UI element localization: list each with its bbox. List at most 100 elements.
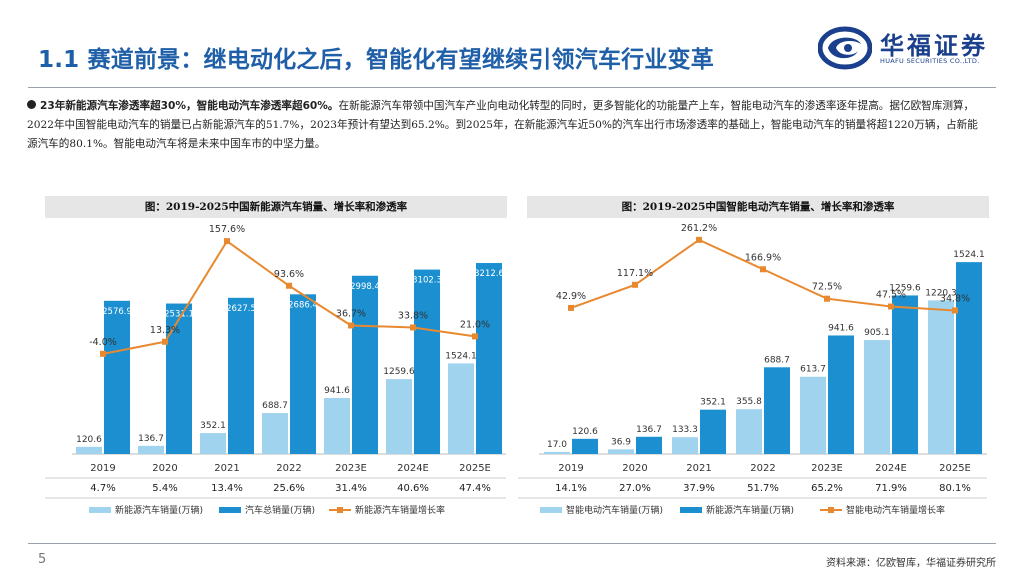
chart2-label-s2-2021: 352.1 [700, 398, 726, 408]
chart2-category-2023E: 2023E [811, 463, 843, 474]
chart1-category-2025E: 2025E [459, 463, 491, 474]
chart1-growth-label-2022: 93.6% [274, 269, 304, 280]
chart2-label-s1-2020: 36.9 [611, 437, 631, 447]
chart1-label-s2-2023E: 2998.4 [350, 282, 380, 292]
logo-english-name: HUAFU SECURITIES CO.,LTD. [880, 57, 980, 65]
chart1-growth-marker-2022 [286, 282, 292, 289]
chart1-category-2023E: 2023E [335, 463, 367, 474]
logo-name: 华福证券 [880, 32, 988, 60]
chart2-category-2021: 2021 [686, 463, 711, 474]
chart2-label-s1-2025E: 1220.3 [925, 288, 957, 298]
chart1-penetration-2024E: 40.6% [397, 483, 429, 494]
page-title: 1.1 赛道前景：继电动化之后，智能化有望继续引领汽车行业变革 [38, 47, 714, 73]
chart2-growth-label-2021: 261.2% [681, 223, 717, 234]
chart1-bar-新能源汽车销量(万辆)-2023E [324, 398, 350, 454]
nev-sales-chart: 120.6 2576.9 2019 4.7% 136.7 2531.1 2020 5.4% 35… [45, 224, 506, 516]
chart1-legend-label-3: 新能源汽车销量增长率 [355, 504, 445, 516]
chart2-bar-智能电动汽车销量(万辆)-2025E [928, 300, 954, 454]
chart2-growth-marker-2024E [888, 303, 894, 310]
chart2-growth-label-2025E: 34.8% [940, 293, 970, 304]
chart1-bar-新能源汽车销量(万辆)-2020 [138, 445, 164, 454]
chart1-label-s2-2020: 2531.1 [164, 310, 194, 320]
chart2-label-s1-2023E: 613.7 [800, 365, 826, 375]
chart2-label-s2-2023E: 941.6 [828, 323, 854, 333]
chart1-growth-label-2021: 157.6% [209, 224, 245, 235]
chart2-bar-智能电动汽车销量(万辆)-2024E [864, 340, 890, 454]
chart2-legend-swatch-2 [680, 507, 702, 513]
chart2-growth-label-2019: 42.9% [556, 291, 586, 302]
company-logo: 华福证券 HUAFU SECURITIES CO.,LTD. [818, 24, 1008, 74]
chart1-label-s1-2019: 120.6 [76, 435, 102, 445]
chart2-legend-swatch-1 [540, 507, 562, 513]
chart2-bar-新能源汽车销量(万辆)-2024E [892, 295, 918, 454]
chart2-category-2019: 2019 [558, 463, 583, 474]
chart2-label-s2-2022: 688.7 [764, 355, 790, 365]
chart2-penetration-2025E: 80.1% [939, 483, 971, 494]
chart1-bar-汽车总销量(万辆)-2023E [352, 275, 378, 454]
chart2-category-2024E: 2024E [875, 463, 907, 474]
chart1-bar-汽车总销量(万辆)-2021 [228, 297, 254, 454]
chart1-category-2019: 2019 [90, 463, 115, 474]
chart1-legend-marker-3 [337, 507, 343, 513]
chart2-bar-新能源汽车销量(万辆)-2023E [828, 335, 854, 454]
chart1-growth-marker-2024E [410, 324, 416, 331]
chart2-label-s1-2022: 355.8 [736, 397, 762, 407]
chart2-bar-智能电动汽车销量(万辆)-2020 [608, 449, 634, 454]
chart2-bar-智能电动汽车销量(万辆)-2021 [672, 437, 698, 454]
chart2-growth-marker-2025E [952, 307, 958, 314]
page-number: 5 [38, 552, 47, 567]
chart1-bar-汽车总销量(万辆)-2022 [290, 294, 316, 454]
huafu-logo-icon [818, 26, 872, 70]
chart1-bar-汽车总销量(万辆)-2025E [476, 263, 502, 454]
chart2-growth-label-2022: 166.9% [745, 252, 781, 263]
chart2-label-s2-2025E: 1524.1 [953, 250, 985, 260]
chart2-label-s1-2021: 133.3 [672, 425, 698, 435]
chart1-bar-汽车总销量(万辆)-2020 [166, 303, 192, 454]
chart2-growth-label-2023E: 72.5% [812, 282, 842, 293]
chart2-category-2020: 2020 [622, 463, 647, 474]
chart1-label-s2-2025E: 3212.6 [474, 269, 504, 279]
chart1-penetration-2022: 25.6% [273, 483, 305, 494]
chart2-growth-marker-2019 [568, 304, 574, 311]
chart1-category-2020: 2020 [152, 463, 177, 474]
chart2-growth-marker-2021 [696, 236, 702, 243]
header-divider [28, 87, 996, 88]
chart1-growth-label-2019: -4.0% [89, 337, 117, 348]
sev-sales-chart: 17.0 120.6 2019 14.1% 36.9 136.7 2020 27.0% 133.… [518, 223, 987, 516]
chart1-legend-swatch-2 [219, 507, 241, 513]
summary-paragraph: 23年新能源汽车渗透率超30%，智能电动汽车渗透率超60%。在新能源汽车带领中国… [27, 97, 987, 154]
chart1-legend-swatch-1 [89, 507, 111, 513]
chart2-bar-智能电动汽车销量(万辆)-2023E [800, 376, 826, 454]
chart1-growth-label-2020: 13.3% [150, 325, 180, 336]
chart2-legend-label-2: 新能源汽车销量(万辆) [706, 504, 794, 516]
chart2-penetration-2023E: 65.2% [811, 483, 843, 494]
chart2-growth-marker-2022 [760, 266, 766, 273]
chart2-legend-label-1: 智能电动汽车销量(万辆) [566, 504, 663, 516]
chart1-bar-新能源汽车销量(万辆)-2021 [200, 433, 226, 454]
chart1-growth-marker-2023E [348, 322, 354, 329]
chart1-growth-label-2025E: 21.0% [460, 319, 490, 330]
data-source: 资料来源：亿欧智库，华福证券研究所 [826, 558, 996, 569]
chart2-legend-label-3: 智能电动汽车销量增长率 [846, 504, 945, 516]
chart1-growth-marker-2021 [224, 238, 230, 245]
chart2-bar-新能源汽车销量(万辆)-2022 [764, 367, 790, 454]
chart1-label-s2-2024E: 3102.3 [412, 276, 442, 286]
summary-body: 在新能源汽车带领中国汽车产业向电动化转型的同时，更多智能化的功能量产上车，智能电… [27, 100, 978, 150]
chart1-penetration-2021: 13.4% [211, 483, 243, 494]
chart1-penetration-2025E: 47.4% [459, 483, 491, 494]
chart2-bar-智能电动汽车销量(万辆)-2022 [736, 409, 762, 454]
chart1-growth-label-2023E: 36.7% [336, 308, 366, 319]
chart1-growth-marker-2020 [162, 338, 168, 345]
chart1-bar-新能源汽车销量(万辆)-2024E [386, 379, 412, 454]
chart2-category-2025E: 2025E [939, 463, 971, 474]
chart2-label-s2-2024E: 1259.6 [889, 283, 921, 293]
summary-highlight: 23年新能源汽车渗透率超30%，智能电动汽车渗透率超60%。 [40, 100, 339, 112]
chart1-label-s2-2019: 2576.9 [102, 307, 132, 317]
chart1-category-2021: 2021 [214, 463, 239, 474]
chart1-bar-新能源汽车销量(万辆)-2022 [262, 413, 288, 454]
chart2-legend-marker-3 [828, 507, 834, 513]
chart2-penetration-2021: 37.9% [683, 483, 715, 494]
chart1-penetration-2020: 5.4% [152, 483, 177, 494]
chart1-growth-marker-2019 [100, 350, 106, 357]
bullet-dot-icon [27, 100, 36, 109]
